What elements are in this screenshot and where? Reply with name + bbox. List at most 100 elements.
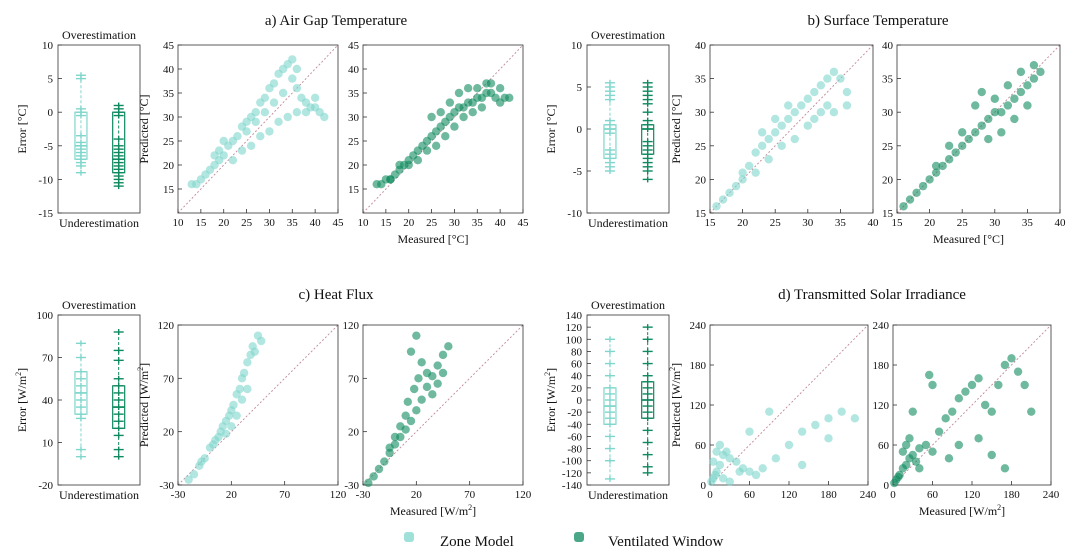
point-vent-b: [1023, 81, 1031, 89]
xtick-label-vent-a: 35: [472, 217, 484, 229]
point-zone-b: [817, 108, 825, 116]
point-vent-d: [925, 371, 933, 379]
point-vent-c: [433, 361, 441, 369]
xtick-label-vent-d: 120: [964, 489, 981, 501]
error-ytick-label-c: 70: [42, 353, 54, 365]
point-vent-d: [1007, 354, 1015, 362]
ytick-label-zone-b: 40: [695, 40, 707, 52]
point-vent-c: [439, 351, 447, 359]
point-zone-d: [824, 434, 832, 442]
ytick-label-zone-b: 15: [695, 208, 707, 220]
error-ytick-label-d: -140: [562, 480, 583, 492]
ytick-label-vent-b: 20: [882, 174, 894, 186]
point-vent-d: [988, 407, 996, 415]
ylabel-d: Predicted [W/m2]: [668, 363, 683, 447]
point-vent-d: [994, 381, 1002, 389]
point-zone-b: [843, 101, 851, 109]
xtick-label-vent-d: 60: [927, 489, 939, 501]
panel-c-title: c) Heat Flux: [299, 287, 374, 303]
error-ytick-label-d: 20: [571, 383, 583, 395]
point-vent-b: [1010, 115, 1018, 123]
point-vent-b: [997, 108, 1005, 116]
point-vent-d: [945, 454, 953, 462]
point-zone-c: [251, 347, 259, 355]
point-vent-c: [417, 358, 425, 366]
point-vent-c: [423, 383, 431, 391]
point-vent-a: [432, 142, 440, 150]
ytick-label-vent-d: 240: [873, 320, 890, 332]
point-vent-a: [478, 103, 486, 111]
ytick-label-vent-c: 20: [348, 427, 360, 439]
point-zone-b: [751, 168, 759, 176]
point-vent-c: [385, 443, 393, 451]
point-vent-a: [386, 175, 394, 183]
xtick-label-vent-a: 25: [426, 217, 438, 229]
point-vent-b: [1030, 74, 1038, 82]
error-axes-c: [58, 315, 140, 485]
point-vent-d: [1027, 407, 1035, 415]
xtick-label-zone-c: 70: [279, 489, 291, 501]
point-vent-d: [912, 457, 920, 465]
point-vent-b: [945, 155, 953, 163]
point-vent-d: [941, 414, 949, 422]
point-zone-b: [804, 121, 812, 129]
point-vent-b: [1004, 81, 1012, 89]
error-ytick-label-b: -5: [573, 166, 583, 178]
point-vent-b: [1017, 88, 1025, 96]
point-vent-b: [978, 121, 986, 129]
point-zone-b: [823, 101, 831, 109]
point-vent-d: [974, 434, 982, 442]
xtick-label-zone-b: 35: [835, 217, 847, 229]
ytick-label-zone-a: 15: [163, 184, 175, 196]
error-bottom-label-c: Underestimation: [59, 488, 139, 502]
point-zone-b: [758, 128, 766, 136]
point-zone-b: [771, 128, 779, 136]
panel-d-title: d) Transmitted Solar Irradiance: [778, 287, 966, 303]
point-vent-b: [971, 101, 979, 109]
point-zone-c: [229, 401, 237, 409]
xtick-label-zone-d: 240: [860, 489, 877, 501]
point-zone-b: [810, 115, 818, 123]
legend-vent-marker: [574, 532, 584, 542]
point-zone-c: [243, 358, 251, 366]
ytick-label-zone-c: 70: [163, 373, 175, 385]
xtick-label-vent-b: 20: [924, 217, 936, 229]
xtick-label-vent-a: 15: [380, 217, 392, 229]
error-ytick-label-d: 0: [577, 395, 583, 407]
point-zone-c: [240, 369, 248, 377]
point-zone-d: [758, 464, 766, 472]
xtick-label-zone-a: 10: [173, 217, 185, 229]
ylabel-b: Predicted [°C]: [669, 94, 683, 163]
ytick-label-zone-c: -30: [159, 480, 174, 492]
point-zone-b: [823, 74, 831, 82]
point-zone-d: [752, 471, 760, 479]
error-ytick-label-d: -60: [567, 431, 582, 443]
point-vent-c: [380, 457, 388, 465]
point-zone-b: [764, 135, 772, 143]
point-vent-c: [412, 406, 420, 414]
error-ylabel-b: Error [°C]: [544, 104, 558, 153]
point-vent-c: [444, 342, 452, 350]
point-vent-d: [909, 407, 917, 415]
ytick-label-zone-b: 35: [695, 74, 707, 86]
point-zone-d: [785, 441, 793, 449]
point-zone-a: [210, 151, 218, 159]
ytick-label-zone-b: 25: [695, 141, 707, 153]
point-vent-d: [961, 387, 969, 395]
ytick-label-zone-a: 25: [163, 136, 175, 148]
point-zone-a: [242, 127, 250, 135]
xtick-label-zone-a: 20: [218, 217, 230, 229]
point-vent-d: [968, 381, 976, 389]
point-zone-b: [804, 95, 812, 103]
point-vent-c: [404, 398, 412, 406]
ytick-label-vent-b: 15: [882, 208, 894, 220]
point-zone-a: [293, 108, 301, 116]
point-vent-a: [505, 94, 513, 102]
error-ylabel-a: Error [°C]: [15, 104, 29, 153]
point-zone-a: [293, 84, 301, 92]
xtick-label-vent-a: 40: [495, 217, 507, 229]
point-zone-d: [735, 467, 743, 475]
point-vent-a: [405, 161, 413, 169]
point-zone-b: [778, 142, 786, 150]
point-vent-a: [473, 84, 481, 92]
